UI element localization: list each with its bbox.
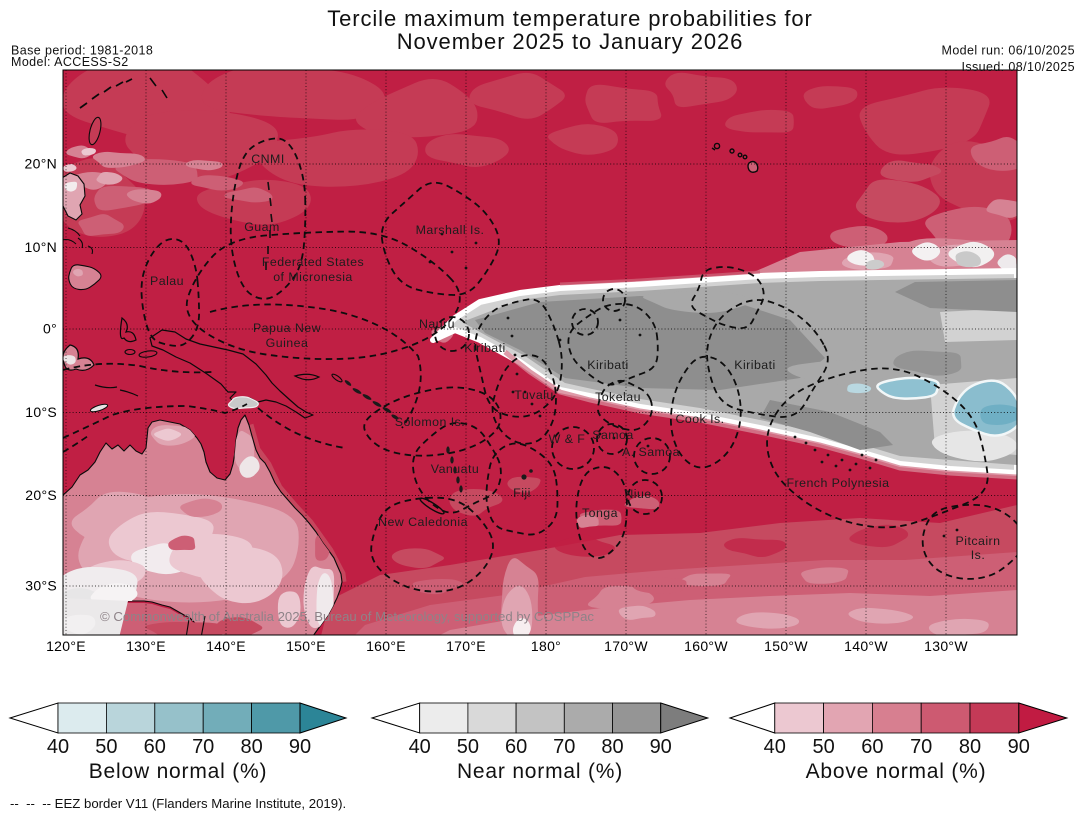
svg-text:80: 80: [601, 736, 623, 758]
svg-text:60: 60: [861, 736, 883, 758]
svg-text:Guinea: Guinea: [266, 336, 309, 350]
svg-text:80: 80: [959, 736, 981, 758]
svg-text:130°E: 130°E: [126, 638, 166, 654]
svg-text:Below normal (%): Below normal (%): [89, 760, 268, 783]
svg-text:180°: 180°: [531, 638, 561, 654]
svg-text:Is.: Is.: [971, 548, 985, 562]
svg-text:W & F: W & F: [549, 432, 586, 446]
svg-text:Nauru: Nauru: [419, 317, 455, 331]
svg-text:Kiribati: Kiribati: [734, 358, 775, 372]
svg-text:Above normal (%): Above normal (%): [806, 760, 987, 783]
svg-text:170°W: 170°W: [604, 638, 648, 654]
svg-text:Federated States: Federated States: [262, 255, 364, 269]
svg-text:30°S: 30°S: [25, 578, 57, 594]
svg-text:60: 60: [144, 736, 166, 758]
svg-text:Marshall Is.: Marshall Is.: [416, 223, 485, 237]
svg-text:Model: ACCESS-S2: Model: ACCESS-S2: [11, 55, 129, 69]
svg-text:10°S: 10°S: [25, 404, 57, 420]
svg-text:60: 60: [505, 736, 527, 758]
svg-text:© Commonwealth of Australia 20: © Commonwealth of Australia 2025, Bureau…: [100, 609, 594, 624]
svg-text:50: 50: [457, 736, 479, 758]
svg-text:Issued: 08/10/2025: Issued: 08/10/2025: [961, 60, 1075, 74]
svg-text:November 2025 to January 2026: November 2025 to January 2026: [397, 29, 744, 54]
svg-text:Papua New: Papua New: [253, 321, 321, 335]
svg-text:Niue: Niue: [624, 487, 651, 501]
svg-text:New Caledonia: New Caledonia: [378, 515, 468, 529]
svg-text:70: 70: [910, 736, 932, 758]
svg-text:140°W: 140°W: [844, 638, 888, 654]
svg-text:Tonga: Tonga: [582, 506, 618, 520]
svg-text:20°S: 20°S: [25, 487, 57, 503]
svg-text:CNMI: CNMI: [251, 152, 284, 166]
svg-text:150°W: 150°W: [764, 638, 808, 654]
svg-text:0°: 0°: [43, 321, 57, 337]
svg-text:Tokelau: Tokelau: [595, 390, 641, 404]
svg-text:Vanuatu: Vanuatu: [431, 462, 479, 476]
svg-text:90: 90: [1008, 736, 1030, 758]
svg-text:140°E: 140°E: [206, 638, 246, 654]
svg-text:Near normal (%): Near normal (%): [457, 760, 623, 783]
svg-text:70: 70: [553, 736, 575, 758]
svg-text:90: 90: [650, 736, 672, 758]
svg-text:-- -- -- EEZ border V11 (Fla: -- -- -- EEZ border V11 (Flanders Marine…: [10, 796, 346, 811]
svg-text:170°E: 170°E: [446, 638, 486, 654]
svg-text:20°N: 20°N: [25, 156, 57, 172]
svg-text:150°E: 150°E: [286, 638, 326, 654]
svg-text:Tuvalu: Tuvalu: [514, 388, 553, 402]
svg-text:Guam: Guam: [244, 220, 280, 234]
svg-text:of Micronesia: of Micronesia: [273, 270, 353, 284]
svg-text:40: 40: [47, 736, 69, 758]
svg-text:50: 50: [95, 736, 117, 758]
svg-text:80: 80: [240, 736, 262, 758]
svg-text:50: 50: [812, 736, 834, 758]
svg-text:A. Samoa: A. Samoa: [622, 445, 680, 459]
svg-text:Kiribati: Kiribati: [587, 358, 628, 372]
svg-text:Solomon Is.: Solomon Is.: [395, 415, 465, 429]
svg-text:Cook Is.: Cook Is.: [675, 412, 724, 426]
svg-text:40: 40: [409, 736, 431, 758]
svg-text:Palau: Palau: [150, 274, 184, 288]
svg-text:160°W: 160°W: [684, 638, 728, 654]
svg-text:Tercile maximum temperature pr: Tercile maximum temperature probabilitie…: [327, 6, 813, 31]
svg-text:40: 40: [764, 736, 786, 758]
svg-text:Pitcairn: Pitcairn: [956, 534, 1001, 548]
svg-text:Samoa: Samoa: [592, 428, 634, 442]
svg-text:160°E: 160°E: [366, 638, 406, 654]
svg-text:Kiribati: Kiribati: [464, 341, 505, 355]
svg-text:10°N: 10°N: [25, 239, 57, 255]
svg-text:70: 70: [192, 736, 214, 758]
svg-text:French Polynesia: French Polynesia: [787, 476, 890, 490]
svg-text:Model run: 06/10/2025: Model run: 06/10/2025: [942, 44, 1076, 58]
svg-text:Fiji: Fiji: [513, 486, 531, 500]
svg-text:Base period: 1981-2018: Base period: 1981-2018: [11, 44, 153, 58]
svg-text:120°E: 120°E: [46, 638, 86, 654]
svg-text:90: 90: [289, 736, 311, 758]
svg-text:130°W: 130°W: [924, 638, 968, 654]
